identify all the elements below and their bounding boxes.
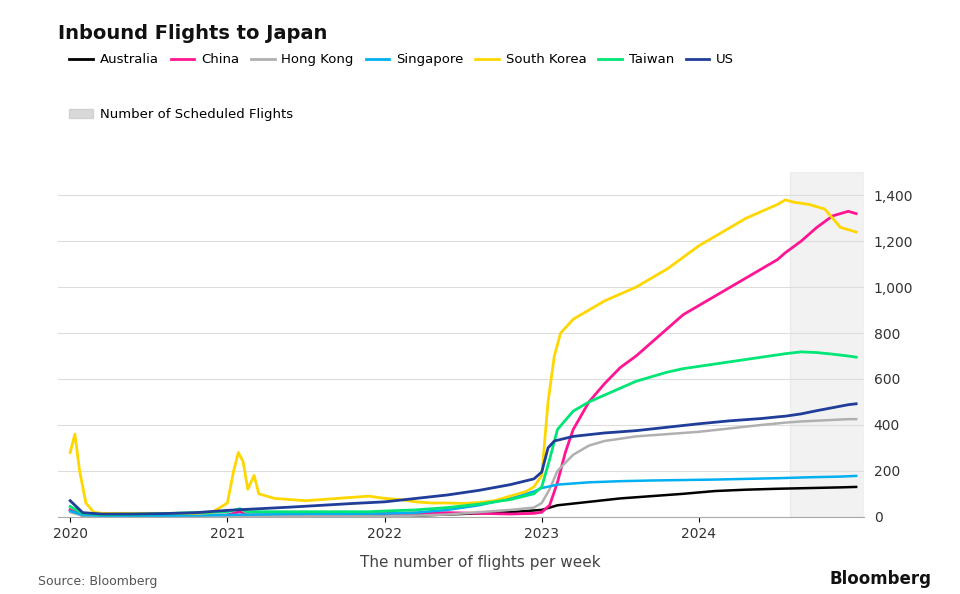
Text: The number of flights per week: The number of flights per week	[360, 555, 600, 570]
Text: Bloomberg: Bloomberg	[829, 570, 931, 588]
Text: Source: Bloomberg: Source: Bloomberg	[38, 575, 157, 588]
Legend: Number of Scheduled Flights: Number of Scheduled Flights	[64, 103, 299, 127]
Text: Inbound Flights to Japan: Inbound Flights to Japan	[58, 24, 327, 43]
Bar	[790, 172, 864, 517]
